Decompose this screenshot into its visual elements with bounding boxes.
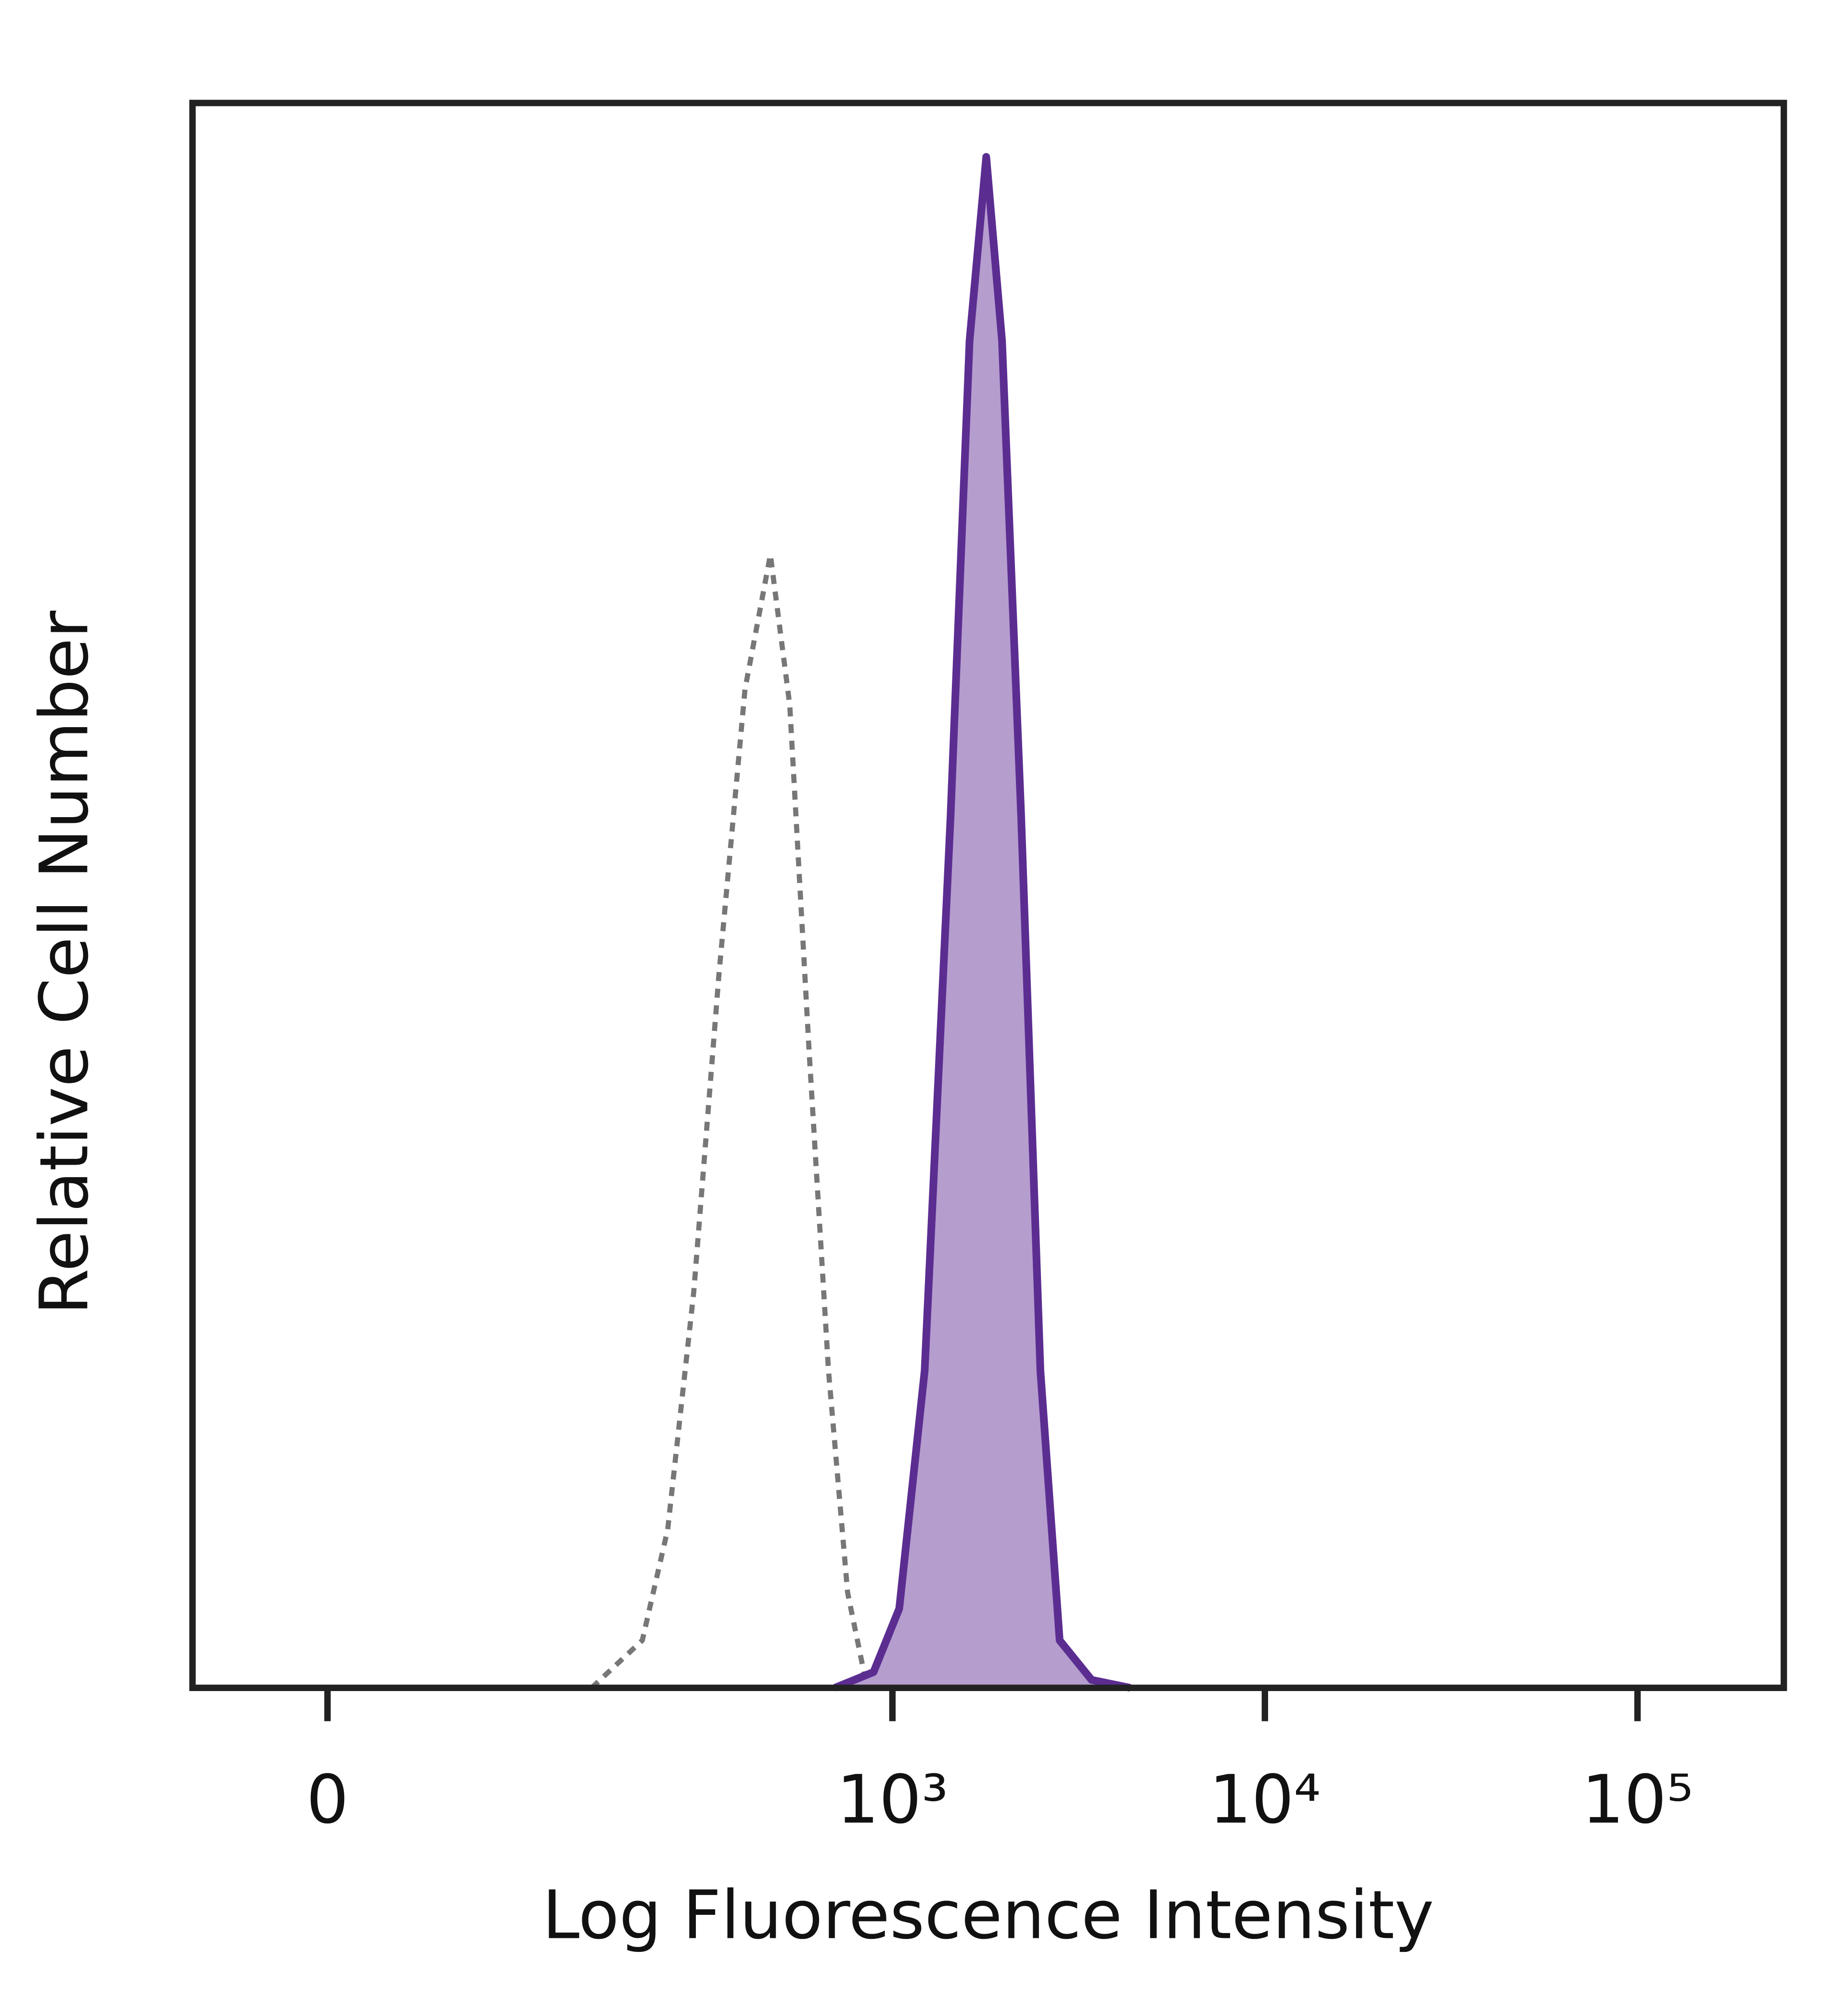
x-tick-label: 10⁵ (1582, 1760, 1694, 1838)
x-axis-label: Log Fluorescence Intensity (542, 1876, 1434, 1954)
plot-frame (189, 100, 1787, 1691)
x-tick-label: 10³ (836, 1760, 948, 1838)
x-tick-label: 10⁴ (1209, 1760, 1321, 1838)
y-axis-label: Relative Cell Number (25, 611, 103, 1315)
histogram-line (590, 552, 870, 1690)
histogram-line (833, 153, 1131, 1692)
x-tick-label: 0 (306, 1760, 348, 1838)
histogram-fill (834, 157, 1130, 1688)
